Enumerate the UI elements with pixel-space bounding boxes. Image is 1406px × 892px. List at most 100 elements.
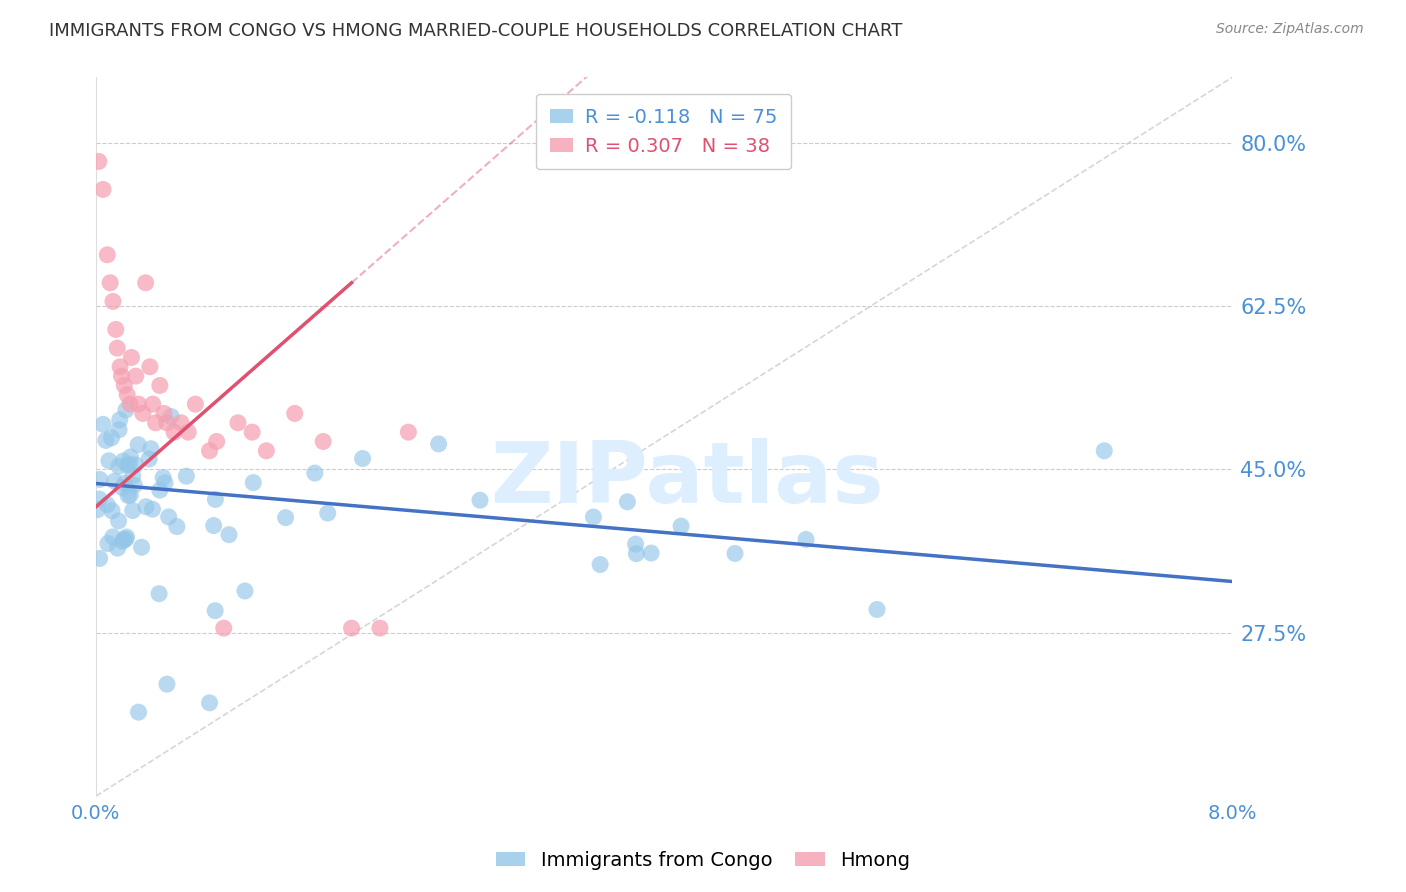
Point	[139, 359, 162, 374]
Point	[115, 388, 138, 402]
Point	[108, 459, 131, 474]
Point	[254, 443, 277, 458]
Point	[624, 537, 647, 551]
Point	[120, 488, 142, 502]
Point	[141, 502, 163, 516]
Point	[142, 397, 165, 411]
Point	[97, 536, 120, 550]
Point	[111, 534, 134, 549]
Point	[111, 481, 134, 495]
Point	[139, 442, 162, 456]
Point	[176, 469, 198, 483]
Point	[104, 322, 127, 336]
Point	[312, 434, 335, 449]
Point	[101, 530, 124, 544]
Point	[794, 533, 817, 547]
Point	[160, 409, 183, 424]
Point	[94, 434, 117, 448]
Point	[114, 532, 136, 546]
Point	[101, 294, 124, 309]
Text: Source: ZipAtlas.com: Source: ZipAtlas.com	[1216, 22, 1364, 37]
Point	[121, 469, 143, 483]
Point	[108, 359, 131, 374]
Point	[104, 474, 127, 488]
Point	[352, 451, 374, 466]
Point	[132, 407, 155, 421]
Point	[112, 378, 135, 392]
Point	[114, 476, 136, 491]
Point	[226, 416, 249, 430]
Point	[110, 369, 132, 384]
Text: IMMIGRANTS FROM CONGO VS HMONG MARRIED-COUPLE HOUSEHOLDS CORRELATION CHART: IMMIGRANTS FROM CONGO VS HMONG MARRIED-C…	[49, 22, 903, 40]
Point	[274, 510, 297, 524]
Point	[112, 533, 135, 547]
Point	[89, 492, 111, 507]
Point	[131, 541, 153, 555]
Point	[117, 489, 139, 503]
Point	[124, 478, 146, 492]
Point	[163, 425, 186, 439]
Point	[304, 466, 326, 480]
Point	[368, 621, 391, 635]
Point	[218, 527, 240, 541]
Point	[120, 351, 142, 365]
Point	[427, 437, 450, 451]
Point	[212, 621, 235, 635]
Point	[640, 546, 662, 560]
Point	[177, 425, 200, 439]
Point	[669, 519, 692, 533]
Point	[233, 584, 256, 599]
Legend: R = -0.118   N = 75, R = 0.307   N = 38: R = -0.118 N = 75, R = 0.307 N = 38	[536, 95, 790, 169]
Point	[582, 510, 605, 524]
Point	[166, 519, 188, 533]
Point	[86, 502, 108, 516]
Point	[118, 458, 141, 472]
Point	[396, 425, 419, 439]
Point	[108, 413, 131, 427]
Text: ZIPatlas: ZIPatlas	[489, 438, 883, 522]
Point	[91, 417, 114, 432]
Point	[284, 407, 307, 421]
Point	[120, 450, 142, 464]
Point	[118, 397, 141, 411]
Point	[240, 425, 263, 439]
Point	[124, 458, 146, 472]
Point	[117, 458, 139, 472]
Point	[724, 546, 747, 560]
Point	[98, 276, 121, 290]
Point	[157, 509, 180, 524]
Point	[616, 495, 638, 509]
Point	[153, 407, 176, 421]
Point	[127, 438, 149, 452]
Point	[204, 604, 226, 618]
Point	[153, 475, 176, 490]
Point	[125, 369, 148, 384]
Point	[89, 472, 111, 486]
Point	[145, 416, 167, 430]
Point	[468, 493, 491, 508]
Point	[156, 416, 179, 430]
Point	[115, 403, 138, 417]
Point	[242, 475, 264, 490]
Point	[204, 492, 226, 507]
Point	[135, 276, 157, 290]
Point	[170, 416, 193, 430]
Point	[1092, 443, 1115, 458]
Point	[148, 587, 170, 601]
Point	[152, 470, 174, 484]
Point	[156, 677, 179, 691]
Point	[866, 602, 889, 616]
Point	[96, 498, 118, 512]
Legend: Immigrants from Congo, Hmong: Immigrants from Congo, Hmong	[488, 843, 918, 878]
Point	[96, 248, 118, 262]
Point	[105, 341, 128, 355]
Point	[112, 454, 135, 468]
Point	[107, 514, 129, 528]
Point	[589, 558, 612, 572]
Point	[198, 696, 221, 710]
Point	[97, 454, 120, 468]
Point	[184, 397, 207, 411]
Point	[202, 518, 225, 533]
Point	[89, 551, 111, 566]
Point	[100, 431, 122, 445]
